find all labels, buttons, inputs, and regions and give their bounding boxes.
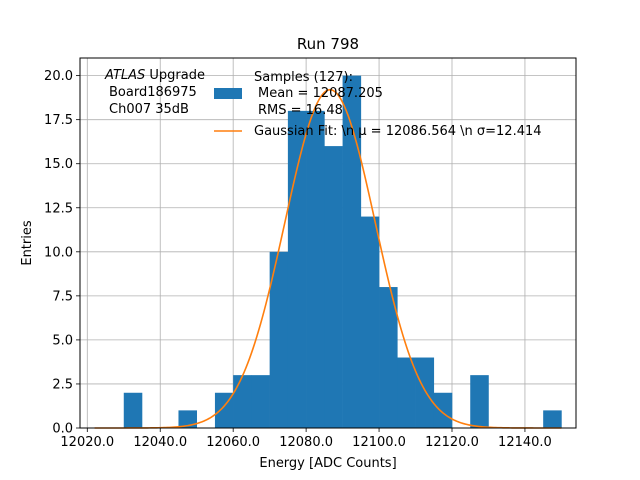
histogram-bar [233, 375, 252, 428]
histogram-bar [397, 357, 416, 428]
y-tick-label: 2.5 [52, 377, 73, 392]
histogram-bar [360, 216, 380, 428]
gaussian-fit [94, 88, 562, 429]
histogram-bar [379, 287, 398, 428]
atlas-annotation: ATLAS Upgrade Board186975 Ch007 35dB [104, 68, 205, 117]
y-tick-label: 10.0 [44, 245, 73, 260]
annotation-upgrade: Upgrade [145, 68, 205, 83]
x-tick-label: 12100.0 [352, 435, 406, 450]
x-tick-label: 12080.0 [279, 435, 333, 450]
annotation-line-1: ATLAS Upgrade [104, 68, 205, 83]
histogram-bar [415, 357, 435, 428]
histogram-bar [433, 392, 453, 428]
x-tick-label: 12020.0 [60, 435, 114, 450]
x-axis-ticks: 12020.0 12040.0 12060.0 12080.0 12100.0 12120… [60, 428, 552, 450]
histogram-bar [470, 375, 489, 428]
annotation-line-2: Board186975 [109, 85, 197, 100]
legend-samples-line-1: Samples (127): [254, 70, 353, 85]
x-tick-label: 12120.0 [425, 435, 479, 450]
chart-title: Run 798 [297, 35, 359, 53]
y-tick-label: 15.0 [44, 157, 73, 172]
y-axis-title: Entries [20, 220, 35, 266]
y-tick-label: 17.5 [44, 113, 73, 128]
histogram-bar [306, 110, 325, 428]
histogram-bar [214, 392, 234, 428]
legend-samples-line-2: Mean = 12087.205 [258, 86, 383, 101]
x-tick-label: 12140.0 [498, 435, 552, 450]
annotation-line-3: Ch007 35dB [109, 102, 189, 117]
histogram-bar [287, 110, 307, 428]
y-tick-label: 5.0 [52, 333, 73, 348]
plot-frame [79, 57, 577, 429]
y-tick-label: 0.0 [52, 422, 73, 437]
histogram-bar [342, 75, 362, 428]
y-axis-ticks: 0.0 2.5 5.0 7.5 10.0 12.5 15.0 17.5 20.0 [44, 69, 80, 437]
gaussian-fit-curve [94, 88, 562, 429]
x-tick-label: 12040.0 [133, 435, 187, 450]
y-tick-label: 7.5 [52, 289, 73, 304]
legend-samples-line-3: RMS = 16.48 [258, 103, 343, 118]
x-tick-label: 12060.0 [206, 435, 260, 450]
legend: Samples (127): Mean = 12087.205 RMS = 16… [214, 70, 542, 139]
histogram-bar [178, 410, 198, 428]
y-tick-label: 12.5 [44, 201, 73, 216]
histogram-bar [324, 146, 343, 428]
legend-fit-label: Gaussian Fit: \n μ = 12086.564 \n σ=12.4… [254, 124, 542, 139]
histogram-bar [269, 251, 289, 428]
histogram-bar [123, 392, 143, 428]
x-axis-title: Energy [ADC Counts] [259, 456, 396, 471]
annotation-atlas: ATLAS [104, 68, 145, 83]
histogram-bar [543, 410, 562, 428]
histogram-bar [251, 375, 270, 428]
y-tick-label: 20.0 [44, 69, 73, 84]
legend-samples-swatch [214, 88, 242, 99]
